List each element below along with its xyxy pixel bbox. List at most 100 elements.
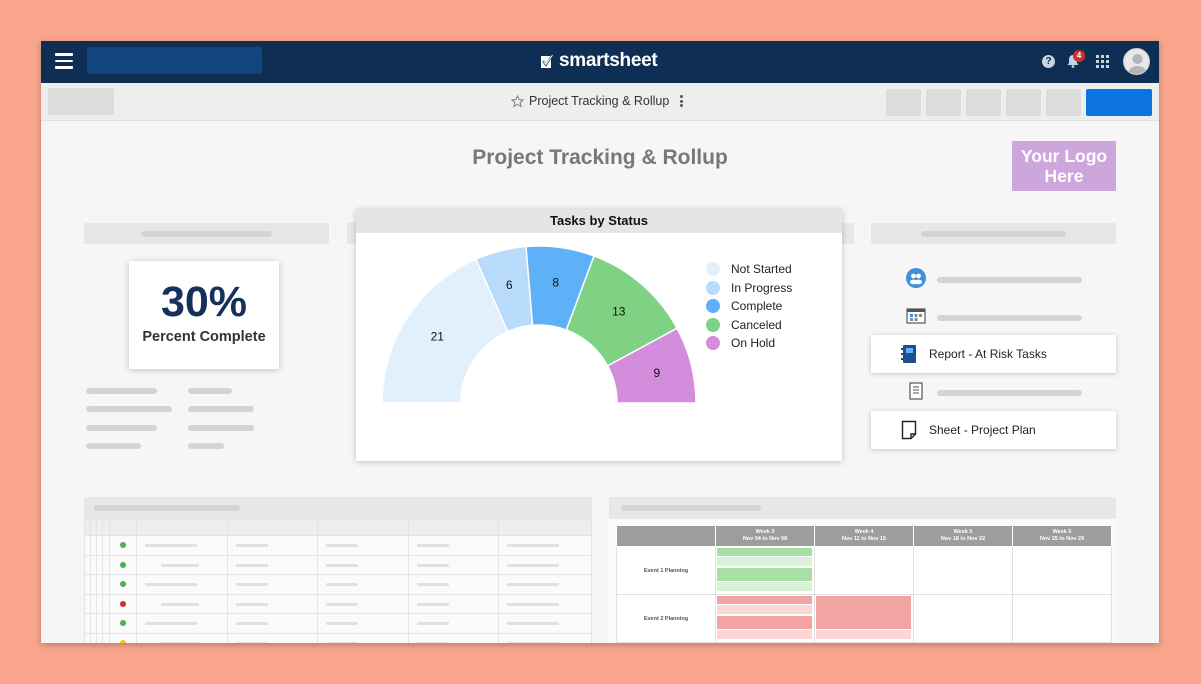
chart-data-label: 8: [552, 276, 559, 290]
gantt-cell: [913, 594, 1013, 643]
text-placeholder: [188, 443, 224, 449]
chart-data-label: 21: [431, 330, 445, 344]
gantt-bar[interactable]: [816, 596, 911, 629]
gantt-bar[interactable]: [816, 630, 911, 639]
sheet-link[interactable]: Sheet - Project Plan: [871, 411, 1116, 449]
report-icon: [901, 345, 916, 363]
table-row[interactable]: [83, 535, 592, 556]
star-icon[interactable]: [511, 94, 524, 108]
gantt-header-blank: [616, 525, 716, 547]
status-dot: [120, 600, 126, 607]
gantt-row-label: Event 1 Planning: [616, 546, 716, 595]
brand-logo: smartsheet: [541, 50, 658, 72]
logo-placeholder: Your Logo Here: [1012, 141, 1116, 191]
status-dot: [120, 542, 126, 549]
gantt-bar[interactable]: [717, 568, 812, 581]
calendar-icon: [906, 308, 926, 324]
metric-widget: 30% Percent Complete: [129, 261, 279, 369]
toolbar-button-4[interactable]: [1006, 89, 1041, 116]
table-row[interactable]: [83, 574, 592, 595]
legend-label: Complete: [731, 299, 783, 314]
report-link[interactable]: Report - At Risk Tasks: [871, 335, 1116, 373]
top-nav-bar: smartsheet ? 4: [41, 41, 1159, 83]
toolbar-button-5[interactable]: [1046, 89, 1081, 116]
sheet-grid-widget: [83, 497, 592, 643]
help-icon[interactable]: ?: [1042, 55, 1055, 68]
gantt-cell: [715, 594, 815, 643]
gantt-bar[interactable]: [717, 557, 812, 566]
text-placeholder: [937, 390, 1082, 396]
toolbar-back-button[interactable]: [48, 88, 114, 115]
status-dot: [120, 620, 126, 627]
avatar[interactable]: [1123, 48, 1150, 75]
report-link-label: Report - At Risk Tasks: [929, 347, 1047, 361]
text-placeholder: [937, 315, 1082, 321]
gantt-widget: Week 3 Nov 04 to Nov 08 Week 4 Nov 11 to N…: [609, 497, 1116, 643]
sheet-icon: [901, 420, 917, 440]
gantt-cell: [814, 546, 914, 595]
gantt-bar[interactable]: [717, 548, 812, 556]
gantt-bar[interactable]: [717, 605, 812, 614]
gantt-week-header: Week 4 Nov 11 to Nov 15: [814, 525, 914, 547]
metric-label: Percent Complete: [142, 329, 266, 345]
text-placeholder: [188, 388, 232, 394]
widget-header-placeholder: [871, 223, 1116, 244]
search-input[interactable]: [87, 47, 262, 74]
text-placeholder: [86, 425, 157, 431]
legend-item: Complete: [706, 297, 792, 316]
legend-swatch: [706, 336, 720, 351]
legend-item: Canceled: [706, 316, 792, 335]
brand-name: smartsheet: [559, 50, 658, 71]
dashboard-canvas: Project Tracking & Rollup Your Logo Here…: [41, 121, 1159, 643]
gantt-bar[interactable]: [717, 616, 812, 629]
more-options-icon[interactable]: [680, 95, 684, 107]
widget-header-placeholder: [609, 497, 1116, 519]
status-dot: [120, 581, 126, 588]
toolbar-button-1[interactable]: [886, 89, 921, 116]
table-row[interactable]: [83, 554, 592, 575]
gantt-week-header: Week 3 Nov 04 to Nov 08: [715, 525, 815, 547]
chart-slice-on-hold[interactable]: [606, 327, 696, 404]
chart-legend: Not Started In Progress Complete Canceled On…: [706, 260, 792, 353]
app-window: smartsheet ? 4 Project Tracking & Rollup: [41, 41, 1159, 643]
document-title-area: Project Tracking & Rollup: [511, 94, 684, 108]
apps-grid-icon[interactable]: [1096, 55, 1109, 68]
chart-slice-not-started[interactable]: [381, 258, 509, 404]
table-row[interactable]: [83, 613, 592, 634]
status-chart: 21 6 8 13 9: [381, 245, 696, 404]
gantt-bar[interactable]: [717, 596, 812, 604]
gantt-cell: [913, 546, 1013, 595]
status-dot: [120, 561, 126, 568]
gantt-week-header: Week 6 Nov 25 to Nov 29: [1012, 525, 1112, 547]
legend-swatch: [706, 299, 720, 314]
toolbar-button-3[interactable]: [966, 89, 1001, 116]
sheet-link-label: Sheet - Project Plan: [929, 423, 1036, 437]
toolbar-button-2[interactable]: [926, 89, 961, 116]
legend-item: In Progress: [706, 279, 792, 298]
menu-icon[interactable]: [55, 53, 73, 69]
dashboard-title: Project Tracking & Rollup: [472, 146, 728, 169]
table-row[interactable]: [83, 593, 592, 614]
gantt-cell: [814, 594, 914, 643]
user-avatar-icon: [1128, 54, 1147, 74]
chart-data-label: 13: [612, 304, 626, 318]
document-icon: [909, 382, 923, 400]
notification-badge: 4: [1073, 50, 1085, 62]
sheet-toolbar: Project Tracking & Rollup: [41, 83, 1159, 121]
status-dot: [120, 639, 126, 643]
gantt-cell: [1012, 546, 1112, 595]
chart-data-label: 6: [506, 278, 513, 292]
gantt-week-header: Week 5 Nov 18 to Nov 22: [913, 525, 1013, 547]
gantt-bar[interactable]: [717, 582, 812, 591]
document-title: Project Tracking & Rollup: [529, 94, 670, 108]
gantt-cell: [1012, 594, 1112, 643]
share-button[interactable]: [1086, 89, 1152, 116]
table-row[interactable]: [83, 632, 592, 643]
legend-label: Not Started: [731, 262, 792, 277]
widget-header-placeholder: [84, 223, 329, 244]
smartsheet-logo-icon: [541, 53, 554, 68]
chart-widget: Tasks by Status 21 6 8 13 9 Not Started In Pr…: [356, 209, 842, 461]
gantt-bar[interactable]: [717, 630, 812, 639]
gantt-row-label: Event 2 Planning: [616, 594, 716, 643]
legend-label: Canceled: [731, 317, 782, 332]
